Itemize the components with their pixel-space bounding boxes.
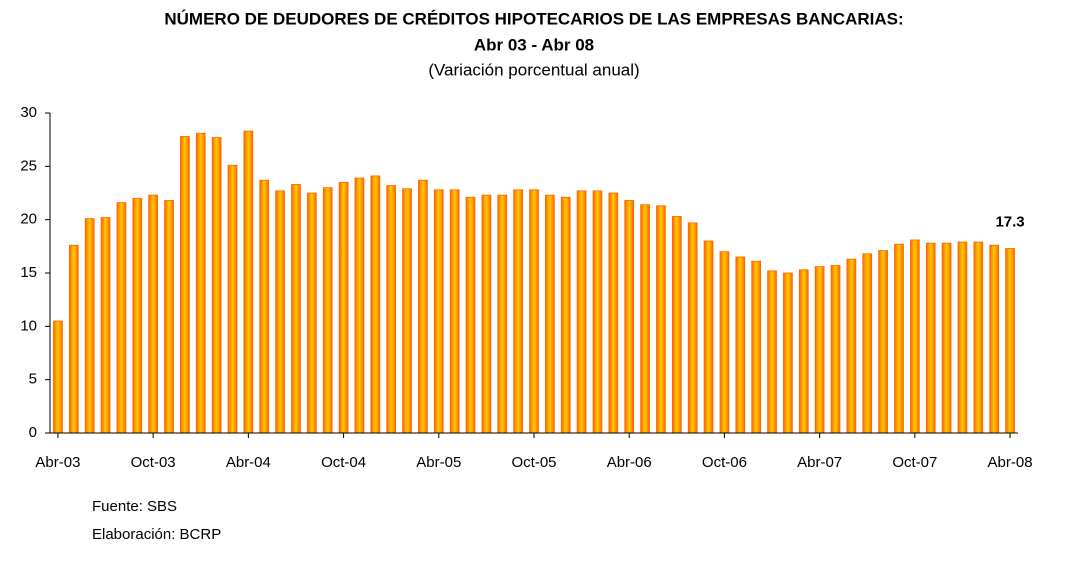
y-tick-label: 5 (29, 371, 37, 388)
y-tick-label: 10 (20, 317, 37, 334)
bar (180, 136, 190, 434)
bar (735, 256, 746, 434)
bar (1005, 248, 1015, 434)
x-tick-label: Abr-06 (607, 454, 652, 471)
bar (370, 175, 381, 434)
bar (640, 204, 650, 434)
bar (846, 258, 857, 434)
bar (211, 137, 222, 434)
bar (449, 189, 460, 434)
bar (751, 260, 762, 434)
bar (164, 200, 174, 434)
bar (275, 190, 285, 434)
footnote: Elaboración: BCRP (92, 526, 221, 543)
bar (195, 132, 206, 434)
bar (354, 177, 365, 434)
bar (957, 241, 968, 434)
bar (433, 189, 444, 434)
bar (989, 244, 1000, 434)
bar (703, 240, 714, 434)
x-tick-label: Abr-04 (226, 454, 271, 471)
bar (132, 197, 143, 434)
bar (576, 190, 587, 434)
bar (322, 187, 333, 434)
bar (227, 164, 238, 434)
bar (798, 269, 809, 434)
bar (259, 179, 270, 434)
bar (148, 194, 158, 434)
y-tick-label: 25 (20, 157, 37, 174)
chart-title: NÚMERO DE DEUDORES DE CRÉDITOS HIPOTECAR… (164, 9, 903, 28)
y-tick-label: 0 (29, 424, 37, 441)
bar (783, 272, 793, 434)
bar (465, 196, 476, 434)
x-tick-label: Abr-05 (416, 454, 461, 471)
bar (100, 217, 111, 434)
x-tick-label: Oct-05 (511, 454, 556, 471)
bar (719, 251, 730, 434)
bar (814, 266, 825, 434)
bar (68, 244, 79, 434)
bar (592, 190, 603, 434)
x-tick-label: Oct-06 (702, 454, 747, 471)
bar (402, 188, 412, 434)
bar (84, 218, 95, 434)
x-tick-label: Abr-03 (35, 454, 80, 471)
chart-subtitle: Abr 03 - Abr 08 (474, 35, 594, 54)
bar (671, 216, 682, 434)
y-axis-label: (Variación porcentual anual) (428, 60, 639, 79)
bar (910, 239, 920, 434)
bar (878, 250, 888, 434)
bar (624, 200, 635, 434)
bar (925, 242, 936, 434)
bar (687, 222, 698, 434)
x-tick-label: Oct-03 (131, 454, 176, 471)
bar (830, 265, 841, 434)
data-label: 17.3 (995, 213, 1024, 230)
footnote: Fuente: SBS (92, 498, 177, 515)
bar (243, 130, 254, 434)
y-tick-label: 20 (20, 211, 37, 228)
x-tick-label: Oct-04 (321, 454, 366, 471)
bar (53, 320, 63, 434)
bar (386, 185, 397, 434)
bar (862, 253, 873, 434)
bar (481, 194, 492, 434)
x-tick-label: Abr-07 (797, 454, 842, 471)
x-tick-label: Abr-08 (988, 454, 1033, 471)
bar (545, 194, 555, 434)
bar (973, 241, 984, 434)
bar (497, 194, 508, 434)
bar (767, 270, 777, 434)
bar (513, 189, 523, 434)
bar (116, 202, 127, 434)
y-tick-label: 15 (20, 264, 37, 281)
bar (608, 192, 619, 434)
bar (560, 196, 571, 434)
y-tick-label: 30 (20, 104, 37, 121)
bar (338, 181, 349, 434)
bar (306, 192, 317, 434)
bar (656, 205, 666, 434)
x-tick-label: Oct-07 (892, 454, 937, 471)
bar (894, 243, 904, 434)
bar (529, 189, 539, 434)
bar (418, 179, 428, 434)
bar (291, 184, 301, 434)
bar (941, 242, 952, 434)
